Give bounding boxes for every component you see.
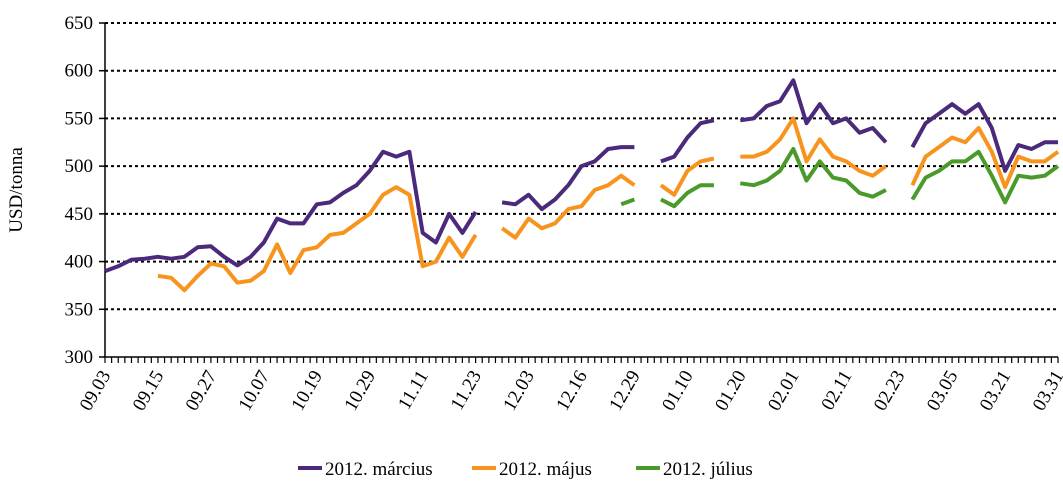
x-tick-label: 09.27 [182,367,222,415]
y-tick-label: 600 [65,61,94,82]
x-tick-label: 12.29 [605,367,645,415]
legend-label: 2012. július [663,459,753,480]
x-tick-label: 10.07 [235,367,275,415]
y-tick-label: 350 [65,299,94,320]
legend-label: 2012. május [499,459,592,480]
y-tick-label: 450 [65,204,94,225]
series-line [157,116,1060,293]
legend-label: 2012. március [325,459,433,480]
x-tick-label: 12.03 [499,367,539,415]
x-tick-label: 03.31 [1029,367,1063,415]
x-tick-label: 11.23 [447,367,486,414]
x-tick-label: 01.20 [711,367,751,415]
x-tick-label: 12.16 [552,367,592,415]
x-tick-label: 10.29 [340,367,380,415]
x-tick-label: 10.19 [288,367,328,415]
y-tick-label: 550 [65,108,94,129]
x-tick-label: 11.11 [394,367,433,413]
series-line [620,147,1060,209]
x-tick-label: 09.15 [129,367,169,415]
x-tick-label: 03.21 [976,367,1016,415]
x-tick-label: 02.11 [817,367,856,414]
y-tick-label: 500 [65,156,94,177]
x-tick-label: 03.05 [923,367,963,415]
y-tick-label: 400 [65,252,94,273]
x-tick-label: 01.10 [658,367,698,415]
y-axis-label: USD/tonna [6,147,27,233]
y-tick-label: 300 [65,347,94,368]
x-tick-label: 02.23 [870,367,910,415]
x-tick-label: 02.01 [764,367,804,415]
y-tick-label: 650 [65,13,94,34]
series-line [104,78,1058,273]
x-tick-label: 09.03 [76,367,116,415]
